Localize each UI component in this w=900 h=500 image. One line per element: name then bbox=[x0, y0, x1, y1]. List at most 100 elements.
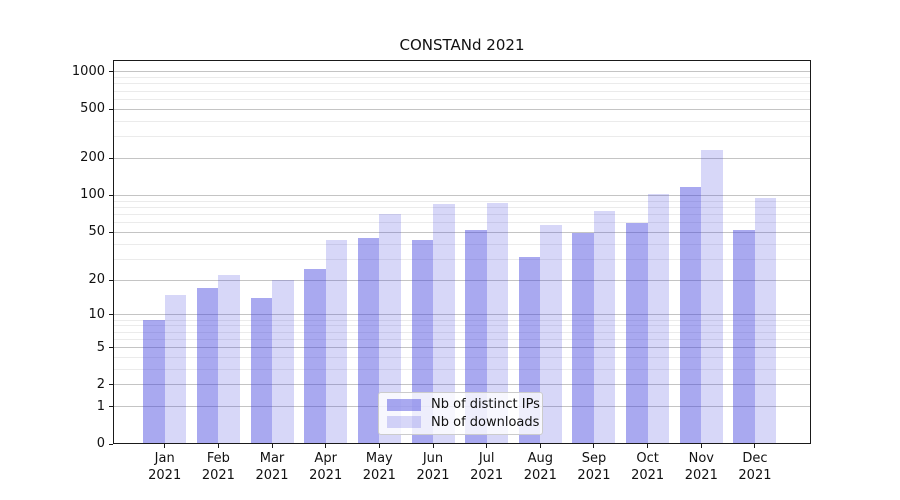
x-tick-label-nov: Nov 2021 bbox=[684, 451, 718, 483]
bar-sep-distinct-ips bbox=[572, 233, 594, 444]
gridline-minor-300 bbox=[113, 136, 811, 138]
y-tick-mark-500 bbox=[109, 108, 113, 110]
bar-jun-downloads bbox=[433, 204, 455, 444]
bar-nov-downloads bbox=[701, 149, 723, 444]
legend-swatch-downloads bbox=[387, 416, 421, 429]
x-tick-label-sep: Sep 2021 bbox=[577, 451, 611, 483]
y-tick-label-500: 500 bbox=[80, 101, 105, 117]
x-tick-mark-jun bbox=[432, 444, 434, 448]
x-tick-label-oct: Oct 2021 bbox=[631, 451, 665, 483]
gridline-major-5 bbox=[113, 347, 811, 348]
y-tick-mark-0 bbox=[109, 443, 113, 445]
bar-aug-downloads bbox=[540, 225, 562, 444]
y-tick-mark-20 bbox=[109, 279, 113, 281]
x-tick-mark-aug bbox=[539, 444, 541, 448]
gridline-minor-900 bbox=[113, 77, 811, 79]
y-tick-mark-100 bbox=[109, 194, 113, 196]
x-tick-label-dec: Dec 2021 bbox=[738, 451, 772, 483]
bar-dec-downloads bbox=[754, 198, 777, 444]
plot-area bbox=[113, 60, 811, 444]
gridline-major-1000 bbox=[113, 71, 811, 73]
bar-jan-distinct-ips bbox=[143, 320, 165, 444]
gridline-minor-4 bbox=[113, 356, 811, 358]
bar-apr-downloads bbox=[325, 240, 348, 444]
gridline-minor-3 bbox=[113, 368, 811, 370]
y-tick-label-50: 50 bbox=[88, 224, 105, 240]
x-tick-label-feb: Feb 2021 bbox=[201, 451, 235, 483]
gridline-minor-600 bbox=[113, 98, 811, 100]
gridline-minor-9 bbox=[113, 319, 811, 321]
x-tick-mark-oct bbox=[647, 444, 649, 448]
x-tick-label-aug: Aug 2021 bbox=[523, 451, 557, 483]
y-tick-label-20: 20 bbox=[88, 272, 105, 288]
legend-swatch-distinct-ips bbox=[387, 398, 421, 411]
gridline-minor-700 bbox=[113, 90, 811, 92]
gridline-minor-400 bbox=[113, 120, 811, 122]
legend: Nb of distinct IPs Nb of downloads bbox=[378, 392, 543, 435]
gridline-major-500 bbox=[113, 108, 811, 110]
y-tick-label-1: 1 bbox=[96, 398, 105, 414]
x-tick-mark-apr bbox=[325, 444, 327, 448]
x-tick-mark-sep bbox=[593, 444, 595, 448]
bar-jul-distinct-ips bbox=[465, 230, 487, 444]
y-tick-label-0: 0 bbox=[96, 436, 105, 451]
gridline-minor-70 bbox=[113, 213, 811, 215]
bar-feb-distinct-ips bbox=[196, 288, 219, 444]
bar-dec-distinct-ips bbox=[733, 230, 755, 444]
y-tick-mark-5 bbox=[109, 347, 113, 348]
gridline-major-2 bbox=[113, 384, 811, 386]
y-tick-label-100: 100 bbox=[80, 187, 105, 203]
y-tick-label-10: 10 bbox=[88, 306, 105, 322]
y-tick-mark-2 bbox=[109, 384, 113, 386]
gridline-minor-800 bbox=[113, 83, 811, 85]
y-tick-mark-50 bbox=[109, 231, 113, 233]
bar-oct-downloads bbox=[647, 193, 670, 444]
legend-item-downloads: Nb of downloads bbox=[385, 415, 539, 430]
bar-apr-distinct-ips bbox=[304, 268, 326, 444]
y-tick-label-1000: 1000 bbox=[71, 63, 105, 79]
bar-oct-distinct-ips bbox=[626, 222, 648, 444]
x-tick-mark-nov bbox=[700, 444, 702, 448]
gridline-minor-8 bbox=[113, 325, 811, 327]
gridline-minor-6 bbox=[113, 338, 811, 340]
legend-label-distinct-ips: Nb of distinct IPs bbox=[431, 397, 540, 413]
y-tick-mark-200 bbox=[109, 157, 113, 159]
x-tick-mark-may bbox=[378, 444, 380, 448]
bar-sep-downloads bbox=[593, 211, 616, 444]
gridline-major-100 bbox=[113, 194, 811, 196]
gridline-minor-30 bbox=[113, 258, 811, 260]
x-tick-label-mar: Mar 2021 bbox=[255, 451, 289, 483]
x-tick-mark-mar bbox=[271, 444, 273, 448]
gridline-minor-80 bbox=[113, 206, 811, 208]
bar-mar-downloads bbox=[272, 280, 294, 444]
y-tick-mark-1000 bbox=[109, 71, 113, 73]
legend-item-distinct-ips: Nb of distinct IPs bbox=[385, 397, 540, 412]
gridline-major-10 bbox=[113, 314, 811, 316]
gridline-major-50 bbox=[113, 231, 811, 233]
bar-mar-distinct-ips bbox=[250, 298, 273, 444]
y-tick-mark-1 bbox=[109, 406, 113, 408]
x-tick-label-jan: Jan 2021 bbox=[148, 451, 182, 483]
bar-feb-downloads bbox=[218, 275, 240, 444]
x-tick-label-apr: Apr 2021 bbox=[309, 451, 343, 483]
gridline-major-200 bbox=[113, 157, 811, 159]
chart-title: CONSTANd 2021 bbox=[399, 36, 525, 54]
gridline-minor-40 bbox=[113, 243, 811, 245]
bar-may-downloads bbox=[379, 214, 401, 444]
y-tick-label-200: 200 bbox=[80, 150, 105, 166]
gridline-major-20 bbox=[113, 279, 811, 281]
x-tick-label-jun: Jun 2021 bbox=[416, 451, 450, 483]
bar-nov-distinct-ips bbox=[679, 186, 702, 444]
gridline-minor-7 bbox=[113, 331, 811, 333]
bar-jan-downloads bbox=[164, 294, 187, 444]
x-tick-mark-jan bbox=[164, 444, 166, 448]
x-tick-mark-jul bbox=[486, 444, 488, 448]
y-tick-mark-10 bbox=[109, 314, 113, 316]
gridline-minor-60 bbox=[113, 222, 811, 224]
bar-may-distinct-ips bbox=[357, 237, 380, 444]
x-tick-label-jul: Jul 2021 bbox=[470, 451, 504, 483]
bar-jul-downloads bbox=[486, 203, 509, 444]
x-tick-mark-feb bbox=[217, 444, 219, 448]
y-tick-label-5: 5 bbox=[96, 339, 105, 355]
